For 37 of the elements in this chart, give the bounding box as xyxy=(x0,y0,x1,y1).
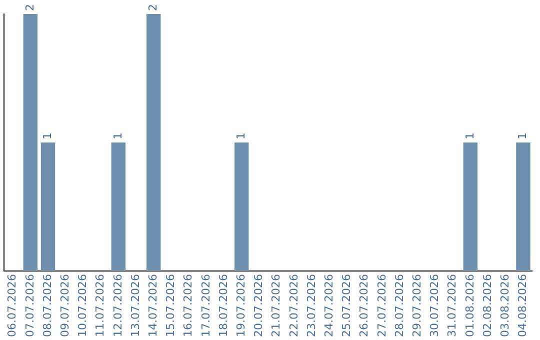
x-tick-label: 15.07.2026 xyxy=(164,274,178,338)
x-tick-label: 14.07.2026 xyxy=(146,274,160,338)
x-tick-label: 19.07.2026 xyxy=(234,274,248,338)
x-tick-label: 31.07.2026 xyxy=(446,274,459,338)
x-tick-label: 18.07.2026 xyxy=(216,274,230,338)
x-tick-label: 28.07.2026 xyxy=(392,274,406,338)
x-tick-label: 12.07.2026 xyxy=(111,274,124,338)
data-label: 1 xyxy=(111,132,124,140)
x-tick-label: 21.07.2026 xyxy=(270,274,283,338)
data-label: 1 xyxy=(234,132,248,140)
x-tick-label: 22.07.2026 xyxy=(287,274,300,338)
x-tick-label: 06.07.2026 xyxy=(6,274,19,338)
x-tick-label: 10.07.2026 xyxy=(76,274,90,338)
data-label: 2 xyxy=(146,4,160,11)
data-label: 1 xyxy=(463,132,476,140)
x-tick-label: 27.07.2026 xyxy=(375,274,388,338)
data-label: 1 xyxy=(40,132,54,140)
x-tick-label: 13.07.2026 xyxy=(128,274,142,338)
x-tick-label: 07.07.2026 xyxy=(23,274,36,338)
x-tick-label: 08.07.2026 xyxy=(40,274,54,338)
x-tick-label: 26.07.2026 xyxy=(358,274,371,338)
x-tick-label: 30.07.2026 xyxy=(428,274,442,338)
x-tick-label: 03.08.2026 xyxy=(498,274,512,338)
x-tick-label: 25.07.2026 xyxy=(340,274,354,338)
data-label: 1 xyxy=(516,132,530,140)
x-tick-label: 17.07.2026 xyxy=(199,274,212,338)
x-tick-label: 24.07.2026 xyxy=(322,274,336,338)
x-tick-label: 04.08.2026 xyxy=(516,274,530,338)
x-tick-label: 09.07.2026 xyxy=(58,274,72,338)
x-tick-label: 20.07.2026 xyxy=(252,274,266,338)
x-tick-label: 11.07.2026 xyxy=(94,274,107,338)
x-tick-label: 02.08.2026 xyxy=(480,274,494,338)
x-tick-label: 23.07.2026 xyxy=(304,274,318,338)
data-label: 2 xyxy=(23,4,36,11)
x-tick-label: 01.08.2026 xyxy=(463,274,476,338)
x-tick-label: 29.07.2026 xyxy=(410,274,424,338)
x-tick-label: 16.07.2026 xyxy=(182,274,195,338)
